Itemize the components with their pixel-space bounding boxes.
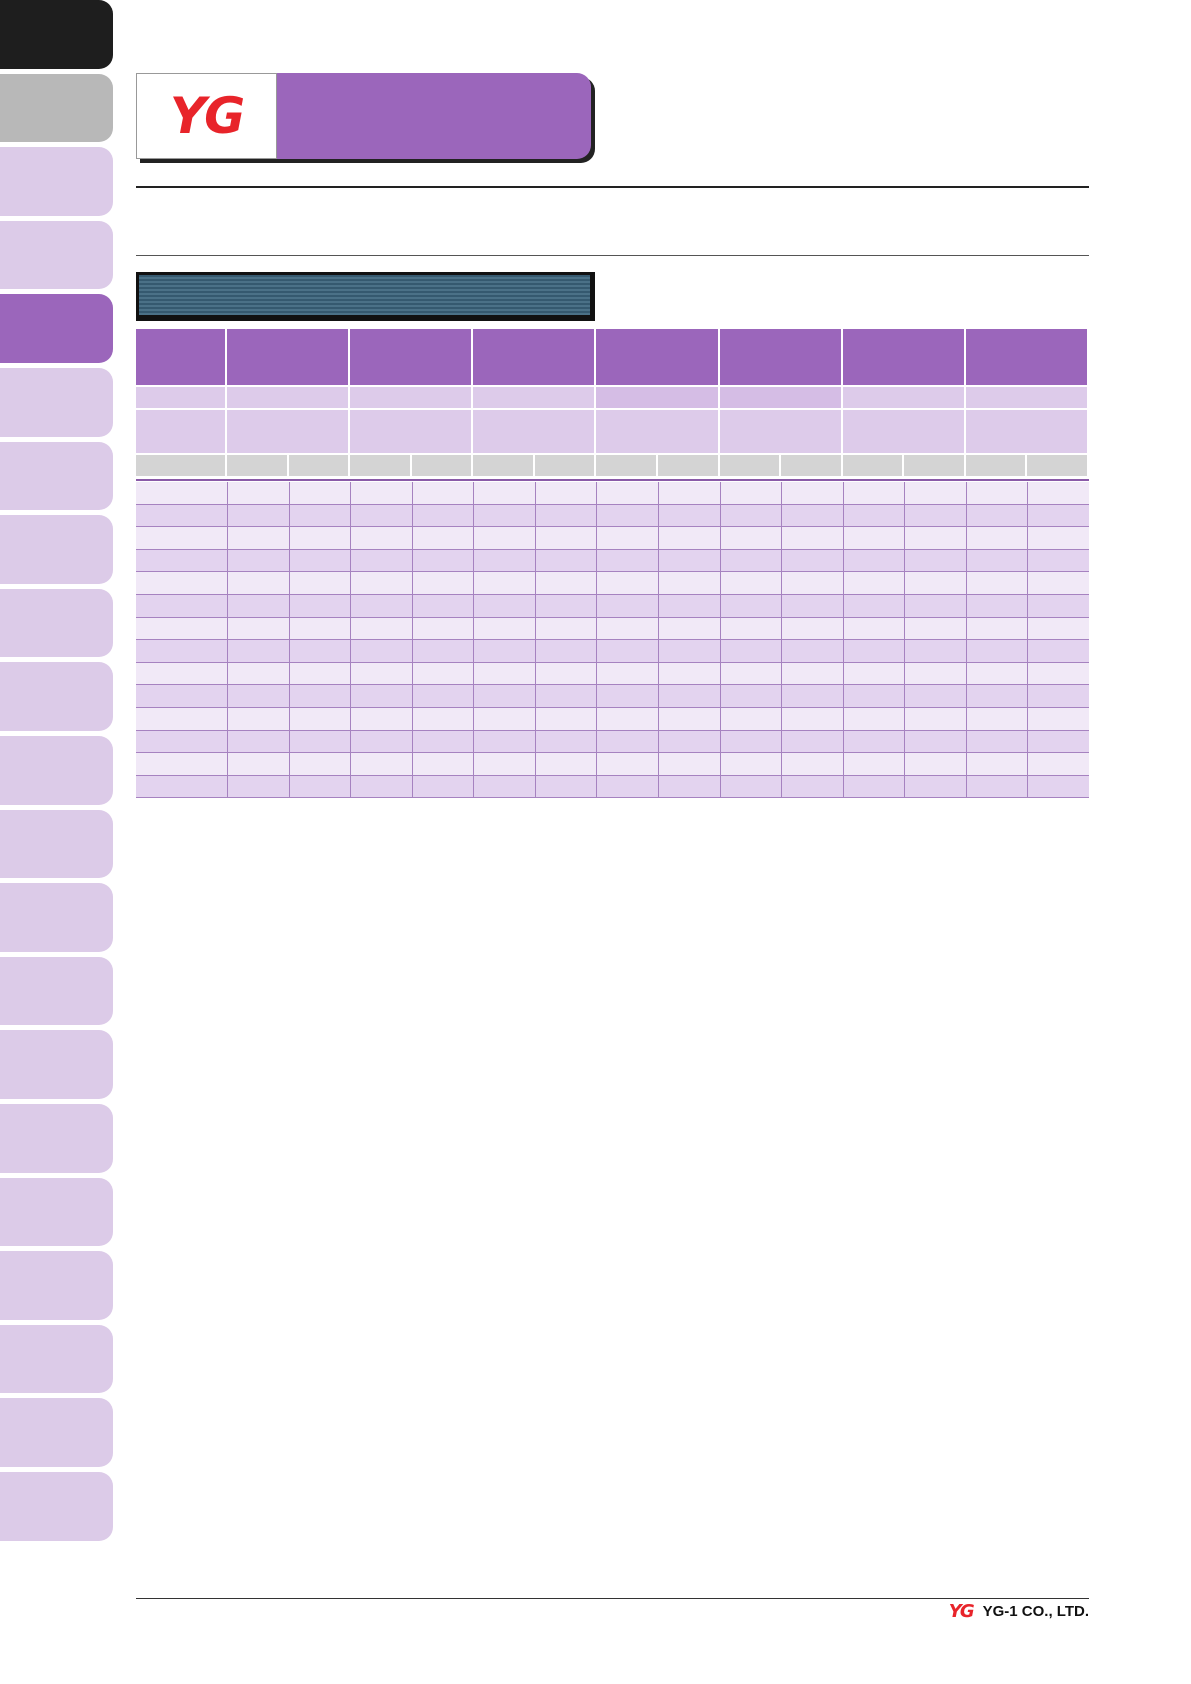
table-row [136,730,1089,754]
table-row [136,775,1089,799]
side-tab[interactable] [0,1324,113,1394]
header-cell [596,410,718,453]
column-rule [473,482,475,799]
rule [136,186,1089,188]
header-cell [350,410,472,453]
table-row [136,685,1089,708]
header-cell [136,455,225,476]
logo-box: YG [136,73,277,159]
column-rule [350,482,352,799]
footer-logo: YG [948,1601,975,1622]
header-cell [719,387,841,408]
header-cell [227,455,287,476]
side-tab[interactable] [0,1030,113,1099]
side-tab[interactable] [0,368,113,437]
table-row [136,595,1089,618]
side-tab[interactable] [0,809,113,879]
side-tab[interactable] [0,220,113,290]
rule [136,479,1089,481]
table-row [136,504,1089,528]
side-tab[interactable] [0,1398,113,1467]
column-rule [904,482,906,799]
side-tab[interactable] [0,883,113,952]
side-tab[interactable] [0,294,113,363]
header-cell [288,455,349,476]
logo: YG [169,87,245,145]
column-rule [227,482,228,799]
header-cell [411,455,472,476]
header-cell [473,410,595,453]
header-cell [719,410,841,453]
header-cell [965,410,1087,453]
header-cell [350,329,472,385]
header-cell [227,329,349,385]
header-cell [596,455,656,476]
side-tab[interactable] [0,73,113,143]
footer: YG YG-1 CO., LTD. [949,1601,1089,1622]
side-tab[interactable] [0,1177,113,1247]
header-cell [136,387,225,408]
table-row [136,662,1089,686]
company-name: YG-1 CO., LTD. [982,1603,1089,1620]
side-tab[interactable] [0,956,113,1026]
header-cell [842,387,964,408]
column-rule [658,482,659,799]
side-tab[interactable] [0,1104,113,1173]
header-cell [473,387,595,408]
column-rule [534,482,536,799]
column-rule [411,482,413,799]
section-bar [139,275,590,315]
side-tab[interactable] [0,1251,113,1320]
column-rule [965,482,967,799]
column-rule [596,482,598,799]
table-row [136,708,1089,731]
side-tab[interactable] [0,0,113,69]
header-cell [842,455,903,476]
table-row [136,640,1089,663]
rule [136,255,1089,256]
table-row [136,527,1089,550]
side-tab[interactable] [0,441,113,511]
header-cell [350,387,472,408]
header-cell [781,455,841,476]
rule [136,1598,1089,1599]
column-rule [288,482,290,799]
table-row [136,572,1089,595]
column-rule [1027,482,1029,799]
header-cell [473,329,595,385]
table-row [136,617,1089,641]
header-cell [534,455,595,476]
header-cell [965,329,1087,385]
header-cell [904,455,964,476]
side-tab[interactable] [0,147,113,216]
column-rule [781,482,783,799]
table-row [136,753,1089,776]
header-cell [596,387,718,408]
column-rule [719,482,721,799]
header-cell [1027,455,1087,476]
side-tab[interactable] [0,1472,113,1541]
side-tab[interactable] [0,662,113,731]
table-row [136,482,1089,505]
header-cell [136,410,225,453]
table-row [136,549,1089,573]
header-cell [136,329,225,385]
side-tab[interactable] [0,736,113,805]
header-cell [719,329,841,385]
header-cell [842,329,964,385]
header-cell [596,329,718,385]
header-cell [965,387,1087,408]
header-cell [350,455,410,476]
side-tab[interactable] [0,588,113,658]
header-cell [965,455,1026,476]
header-cell [842,410,964,453]
side-tab[interactable] [0,515,113,584]
column-rule [842,482,844,799]
header-cell [719,455,780,476]
header-cell [227,387,349,408]
header-cell [658,455,718,476]
header-cell [473,455,533,476]
header-cell [227,410,349,453]
